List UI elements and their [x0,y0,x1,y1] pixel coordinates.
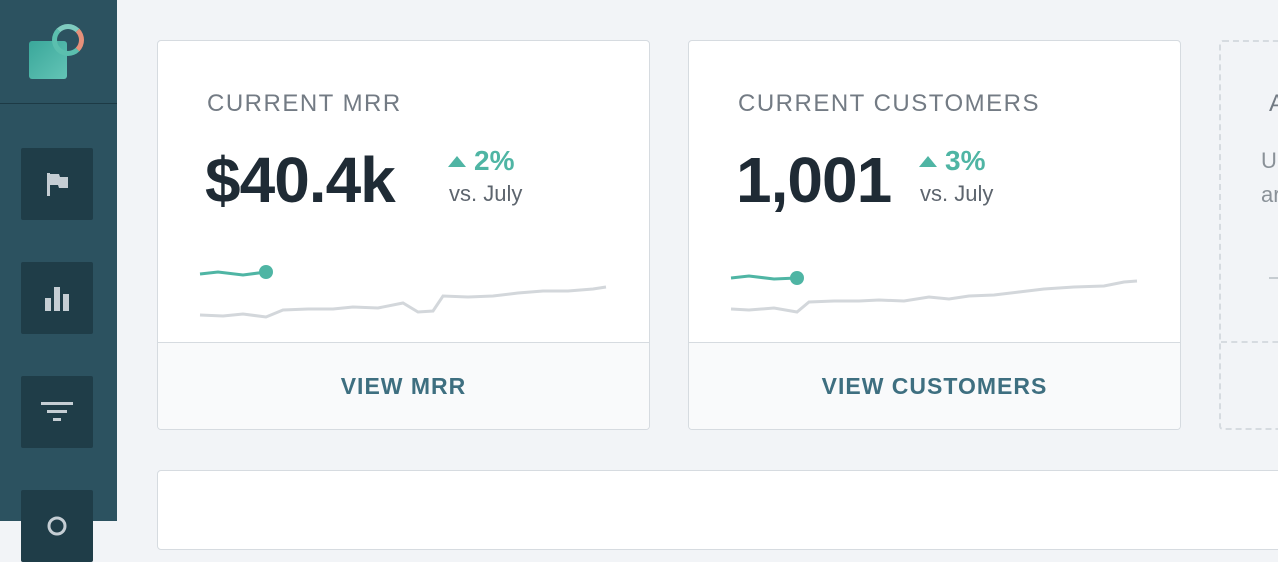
arrow-up-icon [448,155,466,167]
placeholder-footer [1221,341,1278,428]
logo-ring-icon [52,24,84,56]
card-value: 1,001 [736,144,892,216]
view-mrr-button[interactable]: VIEW MRR [158,342,649,429]
sidebar [0,0,117,562]
add-card-placeholder[interactable]: A U ar [1219,40,1278,430]
delta-value: 3% [945,145,986,176]
mrr-card: CURRENT MRR $40.4k 2% vs. July VIEW MRR [157,40,650,430]
delta-value: 2% [474,145,515,176]
placeholder-line-mark [1269,277,1278,279]
bar-chart-icon [45,287,69,311]
nav-item-settings[interactable] [21,490,93,562]
view-mrr-label: VIEW MRR [340,372,467,399]
nav-item-charts[interactable] [21,262,93,334]
placeholder-line-2: ar [1261,182,1278,207]
view-customers-button[interactable]: VIEW CUSTOMERS [689,342,1180,429]
logo[interactable] [0,0,117,104]
compare-label: vs. July [449,181,523,206]
nav-item-filter[interactable] [21,376,93,448]
flag-icon [47,173,68,196]
filter-icon [41,402,73,421]
nav-item-flag[interactable] [21,148,93,220]
view-customers-label: VIEW CUSTOMERS [821,372,1048,399]
customers-sparkline [730,271,1138,314]
customers-card: CURRENT CUSTOMERS 1,001 3% vs. July VIEW… [688,40,1181,430]
placeholder-title: A [1269,90,1278,118]
mrr-sparkline [199,265,607,319]
delta-badge: 3% [919,145,985,177]
arrow-up-icon [919,155,937,167]
bottom-panel [157,470,1278,550]
card-label: CURRENT CUSTOMERS [738,90,1040,117]
card-label: CURRENT MRR [207,90,402,117]
card-value: $40.4k [205,144,396,216]
compare-label: vs. July [920,181,994,206]
placeholder-line-1: U [1261,148,1277,173]
delta-badge: 2% [448,145,514,177]
settings-icon [47,516,67,536]
